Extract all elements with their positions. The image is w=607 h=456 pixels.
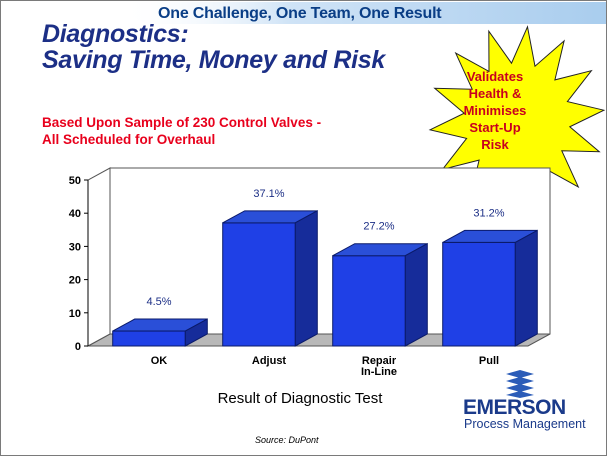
data-label: 27.2% xyxy=(363,221,394,233)
y-tick-label: 0 xyxy=(75,341,81,353)
y-tick-label: 40 xyxy=(69,208,81,220)
subtitle: Based Upon Sample of 230 Control Valves … xyxy=(42,114,382,148)
bar xyxy=(442,241,516,347)
brand-subtitle: Process Management xyxy=(464,417,586,431)
bar-side xyxy=(514,229,538,347)
callout-line: Health & xyxy=(468,86,522,101)
callout-line: Start-Up xyxy=(469,120,521,135)
x-tick-label: Repair xyxy=(362,355,397,367)
bar-side xyxy=(184,318,208,347)
banner-slogan: One Challenge, One Team, One Result xyxy=(158,5,442,22)
data-label: 4.5% xyxy=(146,296,171,308)
title-line-1: Diagnostics: xyxy=(42,20,189,48)
x-axis-title: Result of Diagnostic Test xyxy=(218,390,384,407)
y-tick-label: 30 xyxy=(69,241,81,253)
data-label: 37.1% xyxy=(253,188,284,200)
bar-side xyxy=(294,209,318,347)
y-tick-label: 20 xyxy=(69,275,81,287)
data-label: 31.2% xyxy=(473,207,504,219)
callout-line: Minimises xyxy=(463,103,527,118)
x-tick-label: In-Line xyxy=(361,366,397,378)
callout-line: Risk xyxy=(481,137,509,152)
bar xyxy=(222,222,296,347)
callout-line: Validates xyxy=(466,69,524,84)
x-tick-label: OK xyxy=(151,355,168,367)
y-tick-label: 10 xyxy=(69,308,81,320)
subtitle-line-1: Based Upon Sample of 230 Control Valves … xyxy=(42,115,322,130)
subtitle-line-2: All Scheduled for Overhaul xyxy=(42,132,216,147)
bar xyxy=(112,330,186,347)
bar-side xyxy=(404,242,428,347)
x-tick-label: Adjust xyxy=(252,355,287,367)
bar xyxy=(332,255,406,347)
y-tick-label: 50 xyxy=(69,175,81,187)
x-tick-label: Pull xyxy=(479,355,499,367)
chart-side-wall xyxy=(87,167,111,347)
source-note: Source: DuPont xyxy=(255,435,319,445)
brand-name: EMERSON xyxy=(463,396,566,419)
title-line-2: Saving Time, Money and Risk xyxy=(42,46,385,74)
emerson-logo-icon xyxy=(506,370,534,398)
starburst-text: Validates Health & Minimises Start-Up Ri… xyxy=(440,68,550,153)
banner-swoosh xyxy=(120,2,606,24)
